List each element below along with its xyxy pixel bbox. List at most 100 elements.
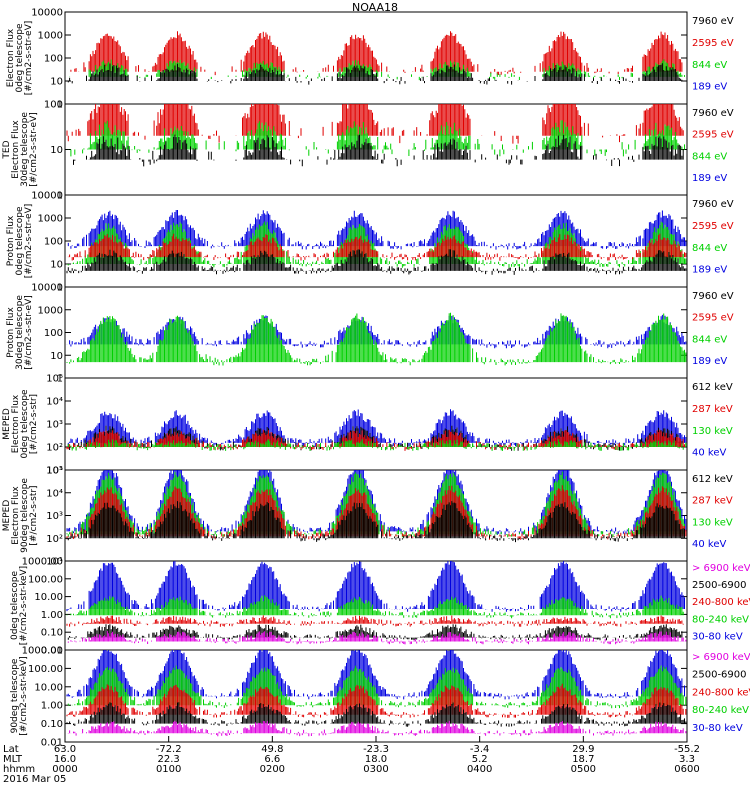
x-tick-time: 0300	[363, 764, 388, 775]
y-tick-label: 1.00	[41, 610, 63, 621]
legend-entry: 40 keV	[692, 448, 726, 459]
x-tick-mlt: 6.6	[264, 754, 280, 765]
y-tick-label: 1000	[38, 305, 63, 316]
x-tick-lat: 29.9	[572, 744, 594, 755]
y-tick-label: 10	[50, 145, 63, 156]
y-tick-label: 0.10	[41, 719, 63, 730]
y-axis-label: 0deg telescope	[15, 206, 25, 276]
x-tick-lat: -72.2	[156, 744, 182, 755]
y-tick-label: 10000	[31, 283, 63, 294]
y-tick-label: 10000	[31, 8, 63, 19]
x-tick-time: 0200	[260, 764, 285, 775]
y-axis-label: 30deg telescope	[15, 295, 25, 370]
legend-entry: 189 eV	[692, 265, 727, 276]
x-tick-lat: -55.2	[674, 744, 700, 755]
y-axis-label: Electron Flux	[11, 394, 21, 453]
y-tick-label: 0.01	[41, 738, 63, 749]
y-axis-label: Proton Flux	[6, 307, 16, 358]
y-tick-label: 100	[44, 54, 63, 65]
x-tick-lat: -23.3	[363, 744, 389, 755]
legend-entry: 189 eV	[692, 82, 727, 93]
y-tick-label: 10²	[46, 443, 63, 454]
legend-entry: 612 keV	[692, 382, 733, 393]
x-tick-time: 0100	[156, 764, 181, 775]
legend-entry: 30-80 keV	[692, 631, 743, 642]
y-axis-label: [#/cm2-s-str-eV]	[29, 112, 39, 187]
y-axis-label: MEPED	[2, 500, 12, 532]
y-tick-label: 0.01	[41, 646, 63, 657]
y-tick-label: 1	[57, 191, 63, 202]
y-tick-label: 10¹	[46, 466, 63, 477]
y-tick-label: 10¹	[46, 557, 63, 568]
legend-entry: 240-800 keV	[692, 687, 750, 698]
x-tick-mlt: 18.0	[365, 754, 387, 765]
x-tick-time: 0400	[467, 764, 492, 775]
trace-80-240-kev	[67, 665, 687, 709]
y-axis-label: 0deg telescope	[15, 23, 25, 93]
legend-entry: 844 eV	[692, 60, 727, 71]
y-tick-label: 10000	[31, 191, 63, 202]
trace-7960-ev	[67, 63, 683, 85]
y-axis-label: 0deg telescope	[10, 571, 20, 641]
y-axis-label: [#/cm2-s-str-keV]	[19, 656, 29, 735]
trace-240-800-kev	[66, 683, 687, 718]
legend-entry: 189 eV	[692, 173, 727, 184]
y-axis-label: Proton Flux	[6, 215, 16, 266]
y-axis-label: [#/cm2-s-str-eV]	[24, 204, 34, 279]
legend-entry: 30-80 keV	[692, 723, 743, 734]
trace-2595-ev	[67, 233, 687, 261]
trace-844-ev	[66, 312, 687, 366]
y-tick-label: 10⁵	[46, 374, 63, 385]
x-tick-mlt: 22.3	[158, 754, 180, 765]
y-tick-label: 1	[57, 374, 63, 385]
x-tick-time: 0000	[52, 764, 77, 775]
legend-entry: 844 eV	[692, 243, 727, 254]
trace-7960-ev	[66, 249, 687, 275]
x-tick-lat: -3.4	[470, 744, 490, 755]
legend-entry: 7960 eV	[692, 291, 734, 302]
y-tick-label: 1	[57, 100, 63, 111]
legend-entry: 40 keV	[692, 539, 726, 550]
date-label: 2016 Mar 05	[3, 774, 66, 785]
y-tick-label: 10⁵	[46, 466, 63, 477]
y-axis-label: [#/cm2-s-str-eV]	[24, 21, 34, 96]
y-tick-label: 10.00	[34, 592, 63, 603]
y-tick-label: 10²	[46, 534, 63, 545]
legend-entry: 2500-6900	[692, 670, 747, 681]
y-tick-label: 10	[50, 260, 63, 271]
trace-612-kev	[66, 501, 685, 543]
trace-40-kev	[67, 409, 687, 447]
y-tick-label: 100.00	[28, 664, 63, 675]
y-axis-label: Electron Flux	[11, 120, 21, 179]
y-axis-label: [#/cm2-s-str-keV]	[19, 566, 29, 645]
x-tick-time: 0500	[571, 764, 596, 775]
trace-189-ev	[67, 210, 687, 250]
legend-entry: 844 eV	[692, 334, 727, 345]
legend-entry: 7960 eV	[692, 199, 734, 210]
y-axis-label: Electron Flux	[6, 28, 16, 87]
legend-entry: 844 eV	[692, 151, 727, 162]
trace-287-kev	[66, 429, 685, 451]
legend-entry: 2595 eV	[692, 313, 734, 324]
y-axis-label: 90deg telescope	[10, 658, 20, 733]
y-axis-label: [#/cm2-s-str]	[29, 394, 39, 454]
y-tick-label: 10⁴	[46, 488, 63, 499]
trace-80-240-kev	[66, 595, 684, 619]
trace-2500-6900	[66, 702, 687, 727]
y-tick-label: 1000.00	[22, 646, 63, 657]
trace-844-ev	[67, 120, 685, 157]
x-tick-mlt: 18.7	[572, 754, 594, 765]
y-axis-label: TED	[2, 140, 12, 159]
panel-1: 1 10 100 1000 10000 Electron Flux 0deg telesco…	[6, 8, 734, 111]
legend-entry: 130 keV	[692, 517, 733, 528]
trace--6900-kev	[67, 720, 687, 737]
y-tick-label: 100	[44, 237, 63, 248]
legend-entry: 2595 eV	[692, 221, 734, 232]
y-tick-label: 10³	[46, 420, 63, 431]
legend-entry: 2595 eV	[692, 130, 734, 141]
y-tick-label: 10	[50, 351, 63, 362]
